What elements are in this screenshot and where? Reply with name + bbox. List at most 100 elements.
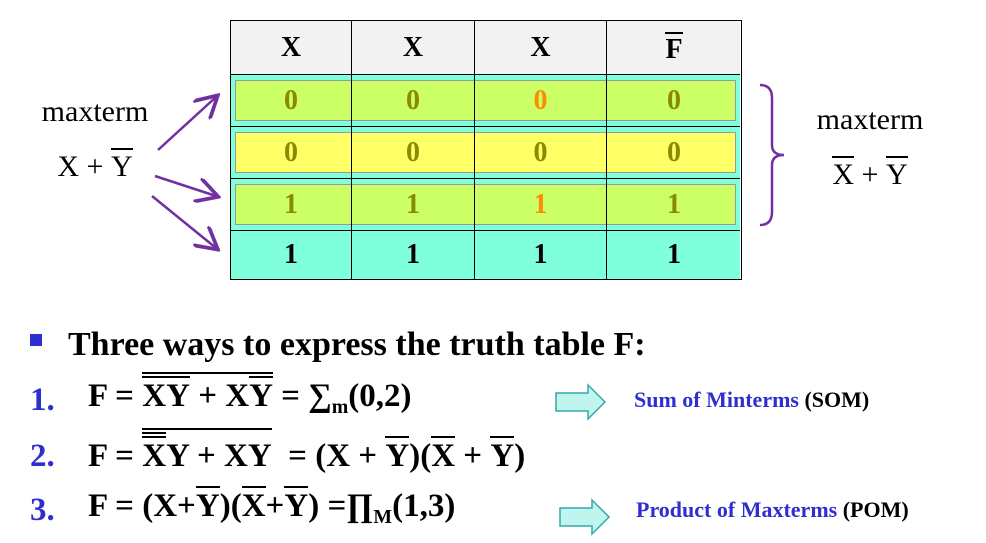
overline: F: [665, 31, 683, 64]
expression: F = XY + XY = ∑m(0,2): [88, 372, 411, 419]
text: 1: [667, 239, 681, 270]
equation-number: 2.: [30, 438, 55, 474]
heading: Three ways to express the truth table F:: [68, 326, 646, 363]
equation: 3. F = (X+Y)(X+Y) =∏M(1,3) Product of Maxt…: [30, 486, 980, 529]
cell: 0: [606, 75, 741, 126]
subscript: M: [373, 506, 392, 528]
left-expr: X + Y: [20, 148, 170, 184]
overline: Y: [385, 436, 410, 474]
cell: X: [474, 21, 606, 74]
cell: 1: [231, 179, 351, 230]
note-abbr: (SOM): [798, 386, 870, 412]
expression: F = XY + XY = (X + Y)(X + Y): [88, 428, 525, 475]
text: = ∑: [272, 378, 332, 414]
note: Product of Maxterms (POM): [636, 497, 909, 523]
overline: Y: [195, 486, 220, 523]
text: 0: [667, 84, 681, 116]
text: 0: [406, 136, 420, 168]
overline: Y: [490, 436, 515, 474]
text: +: [455, 438, 491, 474]
text: 1: [533, 239, 548, 270]
text: X: [241, 488, 266, 524]
cell: 1: [474, 231, 606, 279]
right-label: maxterm: [816, 103, 924, 136]
row-band: [235, 80, 736, 121]
text: Y: [249, 378, 273, 414]
bullet: [30, 334, 42, 346]
cell: 0: [231, 75, 351, 126]
text: Y: [284, 488, 309, 524]
table-row: 1 1 1 1: [231, 230, 740, 279]
text: )(: [219, 488, 242, 524]
text: 1: [406, 239, 420, 270]
overline: X: [142, 436, 167, 474]
text: + X: [189, 378, 250, 414]
text: 0: [533, 84, 548, 116]
text: m: [331, 395, 349, 418]
text: +: [854, 158, 886, 191]
cell: 1: [351, 231, 474, 279]
text: Y: [166, 378, 190, 414]
text: Y + XY: [166, 438, 272, 474]
cell: 1: [606, 231, 741, 279]
cell: 1: [474, 179, 606, 230]
note-abbr: (POM): [837, 496, 909, 522]
text: X: [832, 158, 855, 191]
text: ) =∏: [308, 488, 374, 524]
overline: Y: [249, 376, 273, 413]
note-name: Sum of Minterms: [634, 386, 799, 412]
overline: XY + XY: [142, 428, 272, 474]
brace: [759, 83, 785, 227]
text: 1: [284, 239, 298, 270]
text: (1,3): [392, 488, 456, 524]
equation-number: 1.: [30, 381, 55, 418]
text: X +: [57, 150, 111, 183]
text: 0: [284, 84, 298, 116]
cell: 0: [351, 127, 474, 178]
text: 1: [406, 188, 420, 220]
truth-table: X X X F 0 0 0 0 0 0 0 0 1 1 1 1 1 1 1 1: [230, 20, 742, 280]
text: (0,2): [348, 378, 412, 414]
text: F =: [88, 378, 143, 414]
cell: 0: [231, 127, 351, 178]
cell: 1: [231, 231, 351, 279]
overline: X: [142, 432, 167, 474]
note: Sum of Minterms (SOM): [634, 387, 869, 413]
overline: X: [142, 376, 167, 413]
right-expr: X + Y: [795, 156, 945, 192]
text: X: [142, 438, 167, 474]
text: +: [265, 488, 285, 524]
overline: Y: [885, 156, 908, 190]
cell: 1: [351, 179, 474, 230]
row-band: [235, 132, 736, 173]
overline: XY + XY: [142, 372, 273, 413]
text: )(: [409, 438, 432, 474]
text: Y: [110, 150, 133, 183]
cell: 0: [351, 75, 474, 126]
text: 0: [406, 84, 420, 116]
block-arrow: [559, 498, 611, 536]
left-label: maxterm: [41, 95, 149, 128]
text: X: [402, 31, 424, 63]
text: X: [431, 438, 456, 474]
cell: X: [231, 21, 351, 74]
text: 1: [284, 188, 298, 220]
expression: F = (X+Y)(X+Y) =∏M(1,3): [88, 486, 455, 529]
overline: X: [832, 156, 855, 191]
overline: X: [241, 486, 266, 524]
text: 0: [284, 136, 298, 168]
cell: F: [606, 21, 741, 74]
overline: Y: [284, 486, 309, 524]
text: 0: [533, 136, 548, 168]
text: F = (X+: [88, 488, 196, 524]
cell: X: [351, 21, 474, 74]
overline: Y: [110, 148, 133, 183]
text: Y: [490, 438, 515, 474]
block-arrow: [555, 383, 607, 421]
note-name: Product of Maxterms: [636, 496, 838, 522]
equation-number: 3.: [30, 491, 55, 528]
overline: X: [431, 436, 456, 474]
text: Y: [385, 438, 410, 474]
text: 1: [667, 188, 681, 220]
